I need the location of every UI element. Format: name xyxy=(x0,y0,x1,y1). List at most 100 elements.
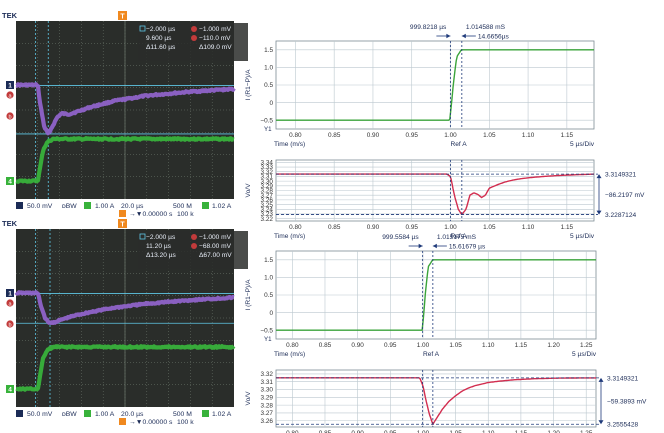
dt-arrowhead-right xyxy=(461,33,466,39)
footer-ch1: 50.0 mV xyxy=(27,411,53,418)
x-tick-label: 1.10 xyxy=(482,342,495,349)
y-tick-label: 3.32 xyxy=(261,169,274,176)
y-tick-label: 0 xyxy=(269,100,273,107)
footer-trig-level: 1.02 A xyxy=(212,411,232,418)
y-tick-label: −0.5 xyxy=(260,117,273,124)
y-tick-label: 1.5 xyxy=(264,257,273,264)
ch1-trace xyxy=(14,290,236,325)
x-tick-label: 1.05 xyxy=(449,342,462,349)
trigger-marker-label: T xyxy=(120,14,125,21)
ref-label: Ref A xyxy=(451,141,468,148)
delta-time: 15.61679 µs xyxy=(449,244,486,251)
x-tick-label: 1.10 xyxy=(522,224,535,231)
trigger-marker xyxy=(118,219,127,228)
x-tick-label: 0.95 xyxy=(384,342,397,349)
readout-v1: −1.000 mV xyxy=(199,234,232,241)
x-tick-label: 0.90 xyxy=(351,430,364,433)
x-tick-label: 1.25 xyxy=(580,342,593,349)
y-tick-label: −0.5 xyxy=(260,327,273,334)
footer-ch1: 50.0 mV xyxy=(27,203,53,210)
trigger-marker xyxy=(118,11,127,20)
footer-trig-level: 1.02 A xyxy=(212,203,232,210)
x-tick-label: 0.85 xyxy=(328,132,341,139)
trigger-marker-label: T xyxy=(120,222,125,229)
footer-timebase: 20.0 µs xyxy=(121,203,144,210)
level-bot-label: 3.2555428 xyxy=(607,422,639,429)
y-tick-label: 1.0 xyxy=(264,65,273,72)
footer-trig-pos-tag xyxy=(119,418,126,425)
delta-time: 14.6656µs xyxy=(478,34,510,41)
y-tick-label: 3.29 xyxy=(261,183,274,190)
sim-top-annotation-2: 999.5584 µs 1.015175 mS 15.61679 µs xyxy=(382,234,486,251)
y-axis-label: Vo/V xyxy=(245,391,252,406)
y1-tag: Y1 xyxy=(264,336,272,343)
x-tick-label: 0.80 xyxy=(286,430,299,433)
scope-brand: TEK xyxy=(2,219,18,228)
ref-b-label: b xyxy=(8,322,11,328)
current-trace xyxy=(276,49,594,121)
y-tick-label: 3.27 xyxy=(261,410,274,417)
footer-bw: ᴅBW xyxy=(62,203,77,210)
ref-b-label: b xyxy=(8,114,11,120)
y-tick-label: 3.28 xyxy=(261,402,274,409)
x-tick-label: 1.00 xyxy=(417,342,430,349)
ref-a-label: a xyxy=(8,93,12,99)
x-tick-label: 1.05 xyxy=(483,224,496,231)
y-tick-label: 3.27 xyxy=(261,192,274,199)
footer-ch4: 1.00 A xyxy=(95,411,115,418)
ch4-trace xyxy=(14,136,236,184)
x-axis-label: Time (m/s) xyxy=(274,351,305,358)
cursor2-time: 1.015175 mS xyxy=(437,234,477,241)
ch1-trace xyxy=(14,82,236,136)
footer-ch1-tag xyxy=(16,410,23,417)
x-tick-label: 0.80 xyxy=(289,132,302,139)
ch4-trace xyxy=(14,344,236,392)
x-tick-label: 1.00 xyxy=(444,224,457,231)
scope-panel-2: TEK T 1 a b 4 −2.000 µs 11.20 µs Δ13.20 µs −1.000… xyxy=(2,219,248,426)
y-axis-label: I (R1−P)/A xyxy=(245,69,252,101)
readout-v1: −1.000 mV xyxy=(199,26,232,33)
x-tick-label: 1.15 xyxy=(561,224,574,231)
ref-a-tag xyxy=(6,299,14,307)
x-tick-label: 0.90 xyxy=(367,132,380,139)
x-axis-label: Time (m/s) xyxy=(274,141,305,148)
footer-trig-pos: →▼0.00000 s xyxy=(129,419,173,426)
div-label: 5 µs/Div xyxy=(570,233,595,240)
y-tick-label: 3.28 xyxy=(261,188,274,195)
readout-t2: 11.20 µs xyxy=(146,243,172,250)
footer-points: 100 k xyxy=(177,419,194,426)
readout-dt: Δ11.60 µs xyxy=(146,44,176,51)
readout-t1: −2.000 µs xyxy=(146,234,176,241)
y-tick-label: 3.34 xyxy=(261,160,274,167)
readout-dv: Δ109.0 mV xyxy=(199,44,232,51)
footer-trig-tag xyxy=(202,410,209,417)
readout-t2: 9.600 µs xyxy=(146,35,172,42)
y-tick-label: 3.30 xyxy=(261,387,274,394)
footer-trig-pos-tag xyxy=(119,210,126,217)
ch1-tag xyxy=(6,289,14,297)
x-tick-label: 0.85 xyxy=(319,430,332,433)
x-tick-label: 1.05 xyxy=(449,430,462,433)
sim-current-plot-1: 0.80 0.85 0.90 0.95 1.00 1.05 1.10 1.15 1.5 1.0 0.… xyxy=(245,40,595,148)
readout-icon xyxy=(139,25,146,32)
readout-b-icon xyxy=(191,243,197,249)
ch1-tag-label: 1 xyxy=(8,291,12,298)
plot-frame xyxy=(275,369,597,428)
x-tick-label: 1.05 xyxy=(483,132,496,139)
y-tick-label: 0.5 xyxy=(264,82,273,89)
scope-brand: TEK xyxy=(2,11,18,20)
x-tick-label: 0.85 xyxy=(319,342,332,349)
level-bot-label: 3.2287124 xyxy=(605,212,637,219)
y-axis-label: Vo/V xyxy=(245,183,252,198)
cursor1-time: 999.5584 µs xyxy=(382,234,419,241)
x-tick-label: 1.15 xyxy=(515,342,528,349)
x-tick-label: 1.25 xyxy=(580,430,593,433)
y-tick-label: 3.31 xyxy=(261,379,274,386)
y-tick-label: 3.30 xyxy=(261,178,274,185)
x-tick-label: 0.95 xyxy=(406,224,419,231)
delta-arrow-up xyxy=(598,377,604,382)
x-tick-label: 0.95 xyxy=(384,430,397,433)
x-tick-label: 0.80 xyxy=(286,342,299,349)
delta-arrow-up xyxy=(596,174,602,179)
readout-v2: −68.00 mV xyxy=(199,243,232,250)
